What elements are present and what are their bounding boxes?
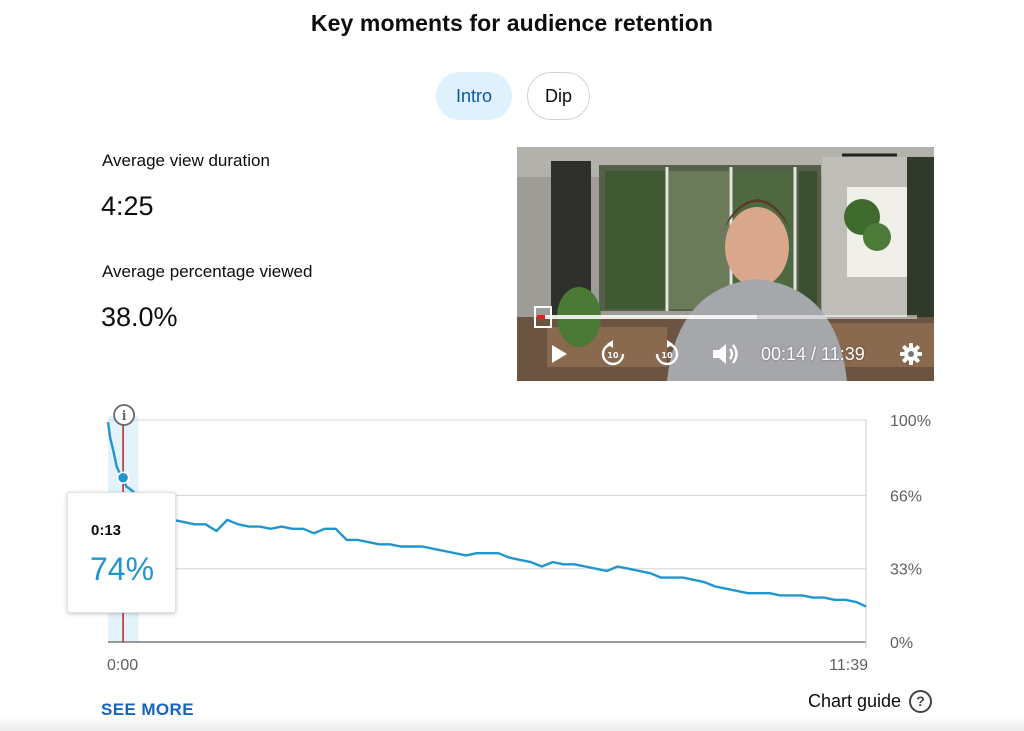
video-frame — [517, 147, 934, 381]
chart-tooltip: 0:13 74% — [67, 492, 176, 613]
help-icon: ? — [909, 689, 933, 713]
svg-text:10: 10 — [661, 351, 673, 360]
marker-point — [116, 471, 130, 484]
tooltip-time: 0:13 — [91, 522, 122, 539]
avg-percentage-viewed-value: 38.0% — [101, 302, 178, 332]
y-tick-label: 0% — [890, 635, 913, 652]
avg-percentage-viewed-label: Average percentage viewed — [102, 262, 313, 281]
x-tick-label: 11:39 — [829, 657, 868, 674]
svg-text:i: i — [122, 409, 127, 424]
avg-view-duration-value: 4:25 — [101, 191, 154, 221]
chart-guide-button[interactable]: Chart guide ? — [808, 688, 933, 714]
y-tick-label: 66% — [890, 488, 922, 505]
retention-series-line — [106, 422, 867, 608]
info-icon[interactable]: i — [113, 404, 135, 426]
volume-icon[interactable] — [711, 341, 739, 367]
see-more-link[interactable]: SEE MORE — [101, 700, 194, 719]
page-title: Key moments for audience retention — [310, 10, 714, 36]
x-tick-label: 0:00 — [107, 657, 138, 674]
tab-intro[interactable]: Intro — [436, 72, 512, 120]
bottom-fade — [0, 716, 1024, 731]
avg-view-duration-label: Average view duration — [102, 151, 270, 170]
tab-dip[interactable]: Dip — [527, 72, 590, 120]
y-tick-label: 33% — [890, 562, 922, 579]
chart-guide-label: Chart guide — [808, 690, 902, 711]
y-tick-label: 100% — [890, 413, 931, 430]
forward-10-icon[interactable]: 10 — [653, 340, 681, 368]
svg-text:10: 10 — [607, 351, 619, 360]
video-time-display: 00:14 / 11:39 — [761, 344, 865, 364]
tooltip-value: 74% — [90, 551, 155, 587]
rewind-10-icon[interactable]: 10 — [599, 340, 627, 368]
play-icon[interactable] — [549, 344, 569, 364]
video-player[interactable]: 10 10 00:14 / 11:39 — [517, 147, 934, 381]
settings-icon[interactable] — [899, 342, 923, 366]
